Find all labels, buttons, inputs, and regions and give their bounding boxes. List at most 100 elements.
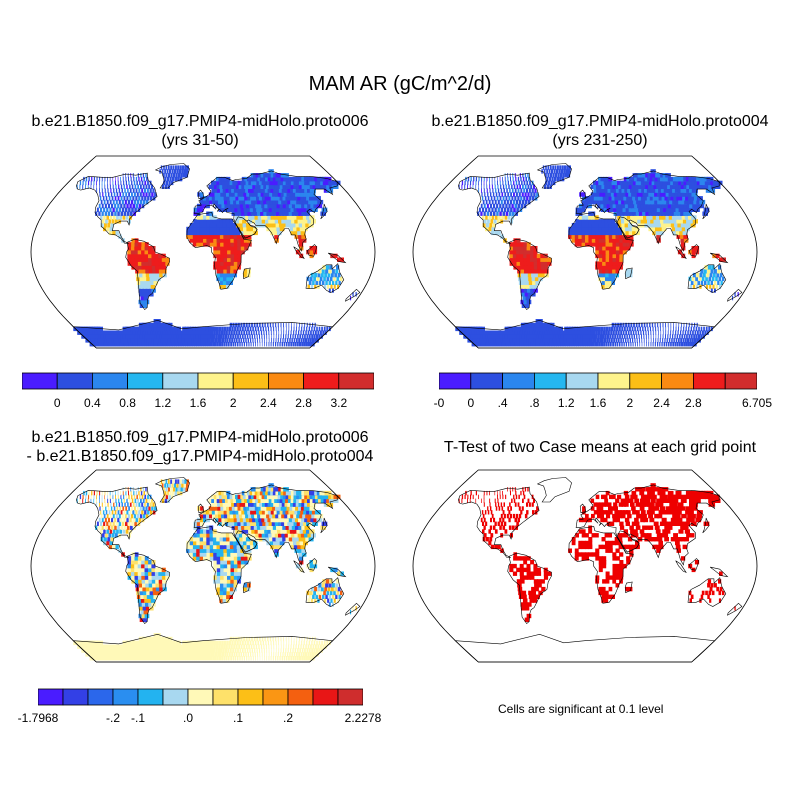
case1-grid-cell	[233, 230, 238, 236]
case2-grid-cell	[549, 330, 554, 335]
case2-coastline	[688, 244, 699, 257]
diff-grid-cell	[299, 560, 304, 565]
diff-grid-cell	[106, 513, 109, 519]
diff-grid-cell	[274, 533, 280, 538]
case1-grid-cell	[142, 173, 145, 178]
diff-grid-cell	[111, 533, 115, 538]
diff-grid-cell	[287, 502, 293, 507]
case1-grid-cell	[196, 230, 201, 236]
case2-grid-cell	[650, 342, 652, 347]
case2-grid-cell	[686, 334, 688, 339]
case2-grid-cell	[635, 322, 638, 328]
diff-grid-cell	[186, 544, 191, 550]
case1-grid-cell	[241, 342, 243, 347]
case1-grid-cell	[281, 219, 287, 224]
diff-grid-cell	[307, 652, 310, 657]
case1-grid-cell	[128, 192, 130, 197]
diff-grid-cell	[193, 656, 197, 661]
diff-grid-cell	[282, 525, 288, 530]
case1-grid-cell	[257, 338, 258, 343]
case1-grid-cell	[261, 334, 263, 339]
case2-grid-cell	[566, 338, 570, 343]
case1-grid-cell	[289, 226, 295, 232]
case2-grid-cell	[622, 238, 627, 243]
case2-grid-cell	[498, 215, 501, 220]
case2-grid-cell	[640, 330, 642, 335]
diff-grid-cell	[291, 636, 292, 642]
diff-grid-cell	[276, 498, 283, 503]
case1-grid-cell	[171, 169, 174, 174]
diff-grid-cell	[233, 540, 238, 546]
case1-grid-cell	[249, 226, 255, 232]
case1-grid-cell	[218, 330, 221, 335]
case1-grid-cell	[203, 334, 206, 339]
case1-grid-cell	[161, 334, 166, 339]
diff-grid-cell	[193, 537, 197, 542]
case1-grid-cell	[301, 203, 307, 209]
case1-grid-cell	[296, 215, 302, 220]
case2-grid-cell	[676, 196, 682, 201]
diff-grid-cell	[257, 656, 259, 661]
case2-grid-cell	[538, 319, 543, 324]
diff-grid-cell	[212, 648, 216, 653]
diff-grid-cell	[138, 517, 142, 523]
case2-grid-cell	[465, 176, 467, 182]
diff-grid-cell	[317, 586, 321, 592]
case1-grid-cell	[266, 338, 268, 343]
case2-grid-cell	[523, 246, 528, 251]
diff-grid-cell	[219, 544, 224, 550]
diff-grid-cell	[293, 521, 299, 526]
case2-grid-cell	[710, 280, 713, 285]
case1-grid-cell	[219, 180, 223, 186]
case2-grid-cell	[684, 223, 689, 228]
case2-grid-cell	[538, 276, 543, 282]
case2-grid-cell	[660, 334, 662, 339]
case1-grid-cell	[102, 192, 104, 197]
case2-grid-cell	[639, 184, 645, 189]
case1-grid-cell	[241, 215, 246, 220]
case2-grid-cell	[660, 219, 665, 224]
case2-grid-cell	[548, 169, 551, 174]
diff-grid-cell	[144, 567, 149, 573]
case1-grid-cell	[170, 330, 175, 335]
case1-grid-cell	[279, 203, 285, 209]
case2-grid-cell	[614, 334, 617, 339]
case2-grid-cell	[615, 203, 620, 209]
diff-grid-cell	[298, 517, 304, 523]
case2-grid-cell	[609, 180, 613, 186]
case2-map-outline	[412, 155, 758, 349]
case2-grid-cell	[681, 342, 684, 347]
case2-grid-cell	[494, 180, 496, 186]
diff-grid-cell	[159, 648, 164, 653]
case1-grid-cell	[216, 253, 221, 259]
case1-grid-cell	[147, 330, 153, 335]
diff-grid-cell	[336, 598, 339, 603]
case2-grid-cell	[598, 253, 603, 259]
diff-grid-cell	[200, 506, 204, 511]
case1-grid-cell	[229, 272, 234, 278]
case1-grid-cell	[189, 223, 194, 228]
case2-grid-cell	[568, 234, 572, 239]
diff-grid-cell	[234, 648, 237, 653]
case2-grid-cell	[611, 322, 615, 328]
case1-grid-cell	[145, 199, 149, 205]
diff-grid-cell	[127, 502, 129, 507]
diff-grid-cell	[314, 598, 317, 603]
diff-grid-cell	[239, 540, 244, 546]
diff-grid-cell	[244, 529, 250, 534]
case1-grid-cell	[240, 246, 245, 251]
case2-grid-cell	[681, 246, 686, 251]
case2-grid-cell	[520, 299, 526, 305]
diff-grid-cell	[206, 525, 211, 530]
diff-grid-cell	[253, 510, 258, 515]
case1-grid-cell	[203, 196, 207, 201]
diff-grid-cell	[331, 586, 334, 592]
case1-grid-cell	[272, 192, 278, 197]
case2-grid-cell	[570, 338, 575, 343]
diff-grid-cell	[154, 648, 159, 653]
case1-grid-cell	[242, 219, 247, 224]
case1-grid-cell	[262, 326, 264, 332]
case2-grid-cell	[520, 288, 526, 293]
case1-grid-cell	[280, 334, 282, 339]
case2-grid-cell	[478, 184, 479, 189]
